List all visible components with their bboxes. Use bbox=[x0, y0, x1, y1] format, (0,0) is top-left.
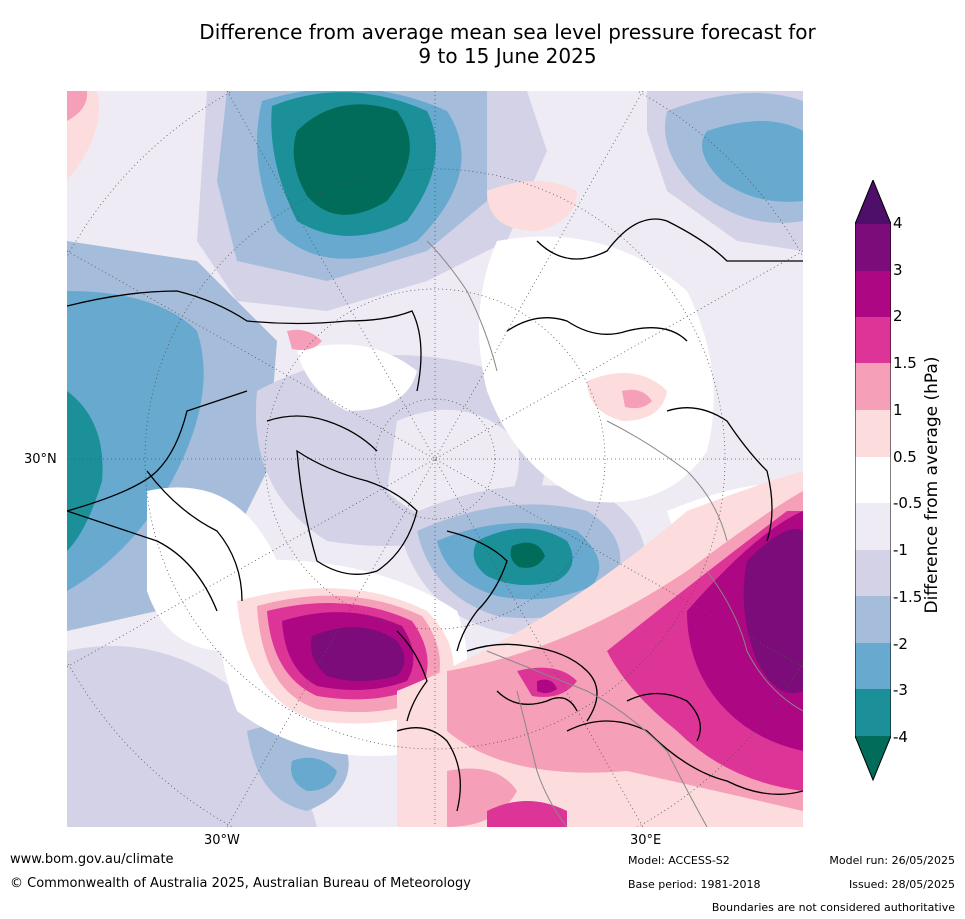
title-line-2: 9 to 15 June 2025 bbox=[418, 44, 597, 68]
model-run-text: Model run: 26/05/2025 bbox=[829, 854, 955, 867]
colorbar bbox=[855, 180, 891, 782]
lon-label-30w: 30°W bbox=[204, 833, 240, 848]
issued-text: Issued: 28/05/2025 bbox=[848, 878, 955, 891]
colorbar-tick-m1: -1 bbox=[893, 541, 908, 559]
lat-label-30n: 30°N bbox=[24, 452, 57, 467]
base-period-text: Base period: 1981-2018 bbox=[628, 878, 761, 891]
colorbar-arrow-top bbox=[855, 180, 891, 224]
small-highs bbox=[67, 91, 667, 421]
colorbar-title: Difference from average (hPa) bbox=[922, 356, 942, 614]
map-title: Difference from average mean sea level p… bbox=[140, 20, 875, 68]
colorbar-tick-1: 1 bbox=[893, 401, 903, 419]
colorbar-tick-m0-5: -0.5 bbox=[893, 494, 923, 512]
colorbar-tick-m1-5: -1.5 bbox=[893, 588, 923, 606]
colorbar-outline bbox=[855, 180, 891, 782]
colorbar-tick-m2: -2 bbox=[893, 635, 908, 653]
colorbar-swatch-m0-5-to-m1 bbox=[855, 503, 891, 550]
borders bbox=[426, 240, 803, 827]
colorbar-tick-m3: -3 bbox=[893, 681, 908, 699]
colorbar-tick-2: 2 bbox=[893, 307, 903, 325]
colorbar-swatch-1-5-to-2 bbox=[855, 317, 891, 363]
colorbar-tick-4: 4 bbox=[893, 214, 903, 232]
colorbar-tick-1-5: 1.5 bbox=[893, 354, 917, 372]
model-text: Model: ACCESS-S2 bbox=[628, 854, 730, 867]
colorbar-swatch-3-to-4 bbox=[855, 224, 891, 271]
colorbar-tick-m4: -4 bbox=[893, 728, 908, 746]
colorbar-swatch-2-to-3 bbox=[855, 271, 891, 317]
colorbar-swatch-1-to-1-5 bbox=[855, 363, 891, 410]
colorbar-arrow-bottom bbox=[855, 736, 891, 780]
title-line-1: Difference from average mean sea level p… bbox=[199, 20, 816, 44]
colorbar-swatch-m1-to-m1-5 bbox=[855, 550, 891, 596]
north-pacific-low bbox=[197, 91, 547, 311]
pressure-anomaly-map bbox=[67, 91, 803, 827]
north-atlantic-high bbox=[237, 588, 454, 724]
map-svg bbox=[67, 91, 803, 827]
bering-low bbox=[647, 91, 803, 251]
colorbar-swatch-neutral bbox=[855, 457, 891, 503]
copyright-text: © Commonwealth of Australia 2025, Austra… bbox=[10, 876, 471, 891]
colorbar-tick-3: 3 bbox=[893, 261, 903, 279]
lon-label-30e: 30°E bbox=[630, 833, 662, 848]
colorbar-swatch-0-5-to-1 bbox=[855, 410, 891, 457]
colorbar-swatch-m2-to-m3 bbox=[855, 643, 891, 689]
colorbar-swatch-m1-5-to-m2 bbox=[855, 596, 891, 643]
colorbar-tick-0-5: 0.5 bbox=[893, 448, 917, 466]
colorbar-swatch-m3-to-m4 bbox=[855, 689, 891, 736]
coastlines bbox=[67, 218, 803, 812]
website-link[interactable]: www.bom.gov.au/climate bbox=[10, 852, 174, 867]
graticule bbox=[67, 91, 803, 827]
disclaimer-text: Boundaries are not considered authoritat… bbox=[711, 901, 955, 914]
